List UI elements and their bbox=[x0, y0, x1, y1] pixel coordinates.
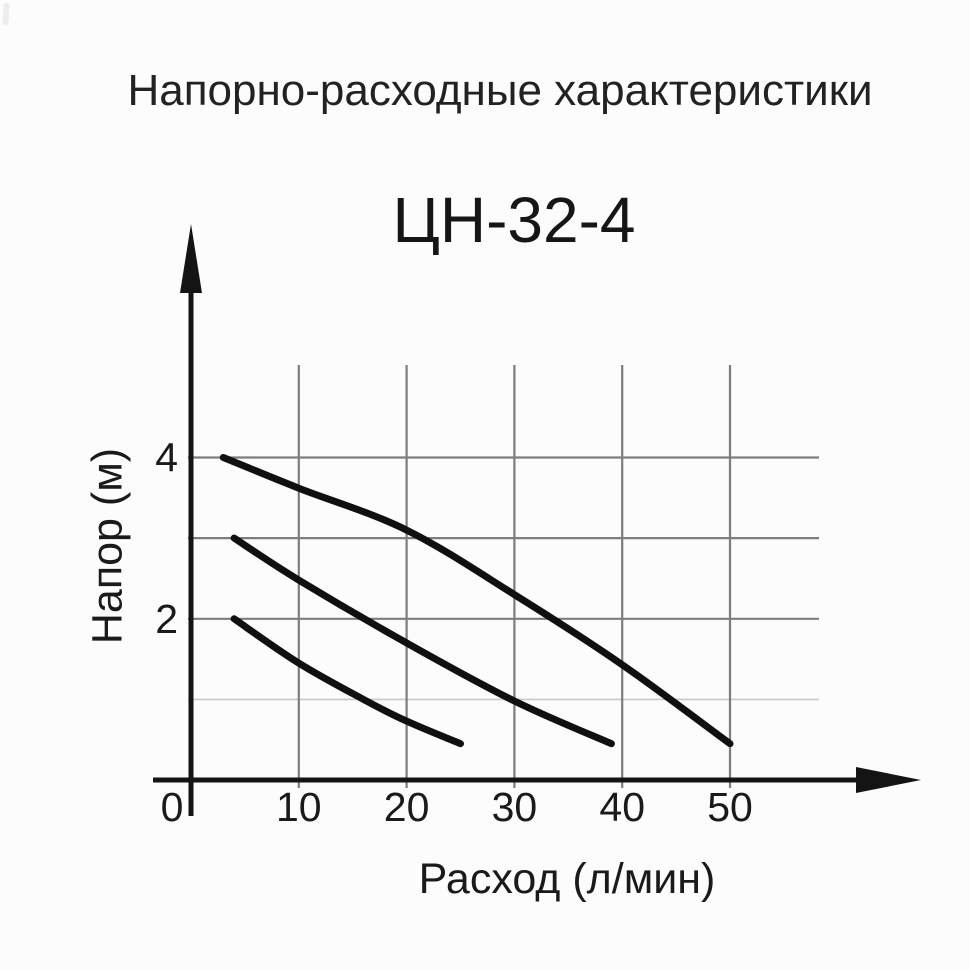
chart-title: ЦН-32-4 bbox=[392, 184, 636, 256]
y-tick-label-2: 2 bbox=[155, 596, 178, 642]
x-tick-label-40: 40 bbox=[599, 784, 645, 830]
y-axis-label: Напор (м) bbox=[83, 447, 132, 645]
middle-curve bbox=[230, 534, 615, 748]
y-tick-label-4: 4 bbox=[155, 435, 178, 481]
x-tick-label-20: 20 bbox=[384, 784, 430, 830]
x-tick-label-30: 30 bbox=[492, 784, 538, 830]
x-tick-label-10: 10 bbox=[276, 784, 322, 830]
page-title: Напорно-расходные характеристики bbox=[127, 66, 873, 115]
upper-curve bbox=[219, 454, 734, 748]
y-axis-arrowhead bbox=[180, 224, 202, 293]
x-axis-label: Расход (л/мин) bbox=[418, 855, 716, 903]
x-tick-label-0: 0 bbox=[161, 784, 184, 830]
lower-curve bbox=[230, 615, 464, 748]
x-tick-label-50: 50 bbox=[707, 784, 753, 830]
x-axis-arrowhead bbox=[856, 767, 921, 793]
